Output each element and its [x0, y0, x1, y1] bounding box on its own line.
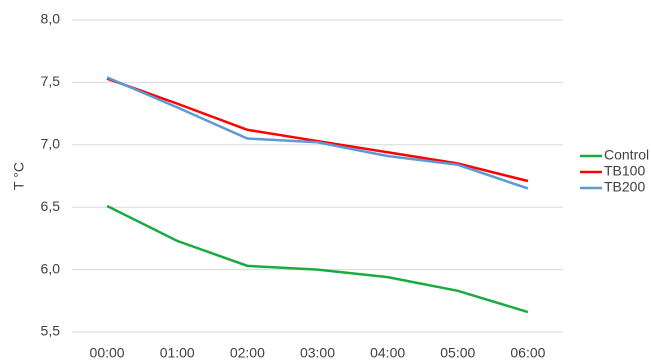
y-tick-label: 7,5: [41, 73, 61, 89]
y-tick-label: 6,5: [41, 198, 61, 214]
x-tick-label: 03:00: [300, 345, 335, 361]
x-tick-label: 01:00: [160, 345, 195, 361]
y-tick-label: 6,0: [41, 260, 61, 276]
x-tick-label: 00:00: [90, 345, 125, 361]
x-tick-label: 05:00: [440, 345, 475, 361]
series-line: [106, 204, 529, 314]
series-line: [106, 76, 529, 190]
series-line: [106, 77, 529, 183]
x-tick-label: 02:00: [230, 345, 265, 361]
legend-label: Control: [604, 147, 649, 163]
y-tick-label: 8,0: [41, 11, 61, 27]
legend-label: TB100: [604, 163, 645, 179]
y-tick-label: 7,0: [41, 136, 61, 152]
y-tick-label: 5,5: [41, 323, 61, 339]
legend-label: TB200: [604, 179, 645, 195]
x-tick-label: 04:00: [370, 345, 405, 361]
x-tick-label: 06:00: [510, 345, 545, 361]
y-axis-label: T °C: [11, 162, 27, 190]
